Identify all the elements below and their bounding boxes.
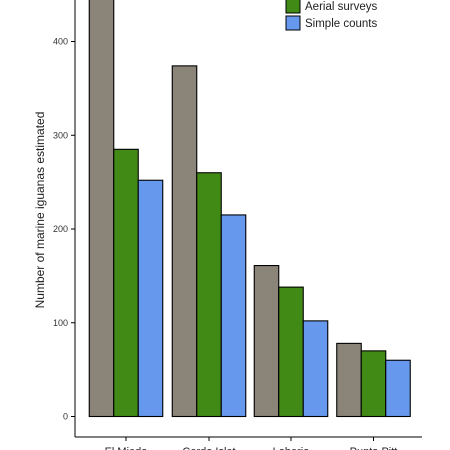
- bar-series-1-punta-pitt: [336, 342, 362, 418]
- y-tick-label: 0: [63, 412, 68, 422]
- bar-simple-counts-punta-pitt: [385, 359, 411, 418]
- bar-simple-counts-loberia: [302, 320, 329, 418]
- y-tick-label: 300: [53, 130, 68, 140]
- x-tick-label: Punta Pitt: [350, 446, 398, 450]
- x-axis-ticks: El Miedo Cerdo Islet Loberia Punta Pitt: [105, 437, 398, 450]
- bar-series-1-cerdo-islet: [171, 65, 198, 418]
- y-axis-title: Number of marine iguanas estimated: [33, 112, 47, 309]
- bar-aerial-surveys-loberia: [278, 286, 304, 418]
- x-tick-label: Cerdo Islet: [182, 446, 235, 450]
- y-tick-label: 200: [53, 224, 68, 234]
- legend: Aerial surveys Simple counts: [285, 0, 377, 31]
- bar-series-1-el-miedo: [88, 0, 115, 418]
- bar-simple-counts-el-miedo: [137, 179, 164, 418]
- bar-simple-counts-cerdo-islet: [220, 214, 247, 418]
- bar-aerial-surveys-cerdo-islet: [196, 172, 222, 418]
- bar-series-1-loberia: [253, 265, 280, 418]
- x-tick-label: El Miedo: [105, 446, 148, 450]
- y-tick-label: 400: [53, 37, 68, 47]
- legend-swatch: [285, 0, 301, 14]
- bar-aerial-surveys-punta-pitt: [360, 350, 387, 418]
- bars: [88, 0, 411, 418]
- y-tick-label: 100: [53, 318, 68, 328]
- legend-label: Aerial surveys: [305, 1, 377, 13]
- x-tick-label: Loberia: [273, 446, 311, 450]
- y-axis-ticks: 0 100 200 300 400: [53, 37, 75, 422]
- legend-label: Simple counts: [305, 18, 377, 30]
- legend-swatch: [285, 15, 301, 31]
- bar-aerial-surveys-el-miedo: [113, 148, 139, 418]
